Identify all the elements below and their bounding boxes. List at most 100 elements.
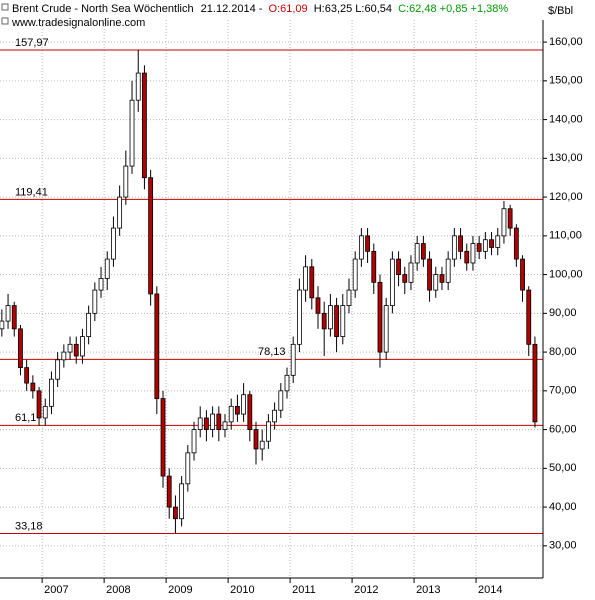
candle-body xyxy=(148,177,154,295)
x-tick-label: 2011 xyxy=(292,584,316,596)
candle-body xyxy=(296,289,302,345)
candle-body xyxy=(179,483,185,520)
x-tick-label: 2009 xyxy=(168,584,192,596)
candle-body xyxy=(259,440,265,450)
candle-body xyxy=(433,274,439,291)
candle-body xyxy=(98,278,104,291)
y-tick-label: 100,00 xyxy=(549,268,583,280)
candle-body xyxy=(222,421,228,430)
candle-body xyxy=(30,382,36,392)
candle-body xyxy=(346,289,352,306)
y-tick-label: 40,00 xyxy=(549,501,577,513)
plot-area xyxy=(0,20,543,578)
candle-body xyxy=(185,452,191,485)
level-label: 157,97 xyxy=(15,37,49,49)
level-label: 61,1 xyxy=(15,412,36,424)
candle-body xyxy=(92,289,98,314)
candle-body xyxy=(284,374,290,392)
y-tick-label: 110,00 xyxy=(549,230,582,242)
chart-title: Brent Crude - North Sea Wöchentlich xyxy=(12,3,194,15)
candle-body xyxy=(166,475,172,508)
x-tick-label: 2007 xyxy=(44,584,68,596)
y-tick-label: 60,00 xyxy=(549,423,577,435)
level-label: 119,41 xyxy=(15,186,48,198)
candle-body xyxy=(464,250,470,264)
candle-body xyxy=(507,208,513,229)
candle-body xyxy=(18,328,23,368)
x-tick-label: 2012 xyxy=(354,584,378,596)
candle-body xyxy=(154,293,160,399)
y-tick-label: 90,00 xyxy=(549,307,577,319)
candle-body xyxy=(117,196,123,229)
candle-body xyxy=(142,72,147,179)
candle-body xyxy=(476,243,482,252)
candle-body xyxy=(377,281,383,353)
candle-body xyxy=(61,351,67,361)
candle-body xyxy=(526,289,532,345)
candle-body xyxy=(340,305,346,337)
candle-body xyxy=(445,258,451,283)
candle-body xyxy=(55,359,61,380)
candle-body xyxy=(458,235,463,252)
candle-body xyxy=(451,235,457,260)
x-tick-label: 2010 xyxy=(230,584,254,596)
candle-body xyxy=(327,305,333,330)
candle-body xyxy=(216,413,222,430)
candle-body xyxy=(420,243,426,260)
y-tick-label: 50,00 xyxy=(549,462,577,474)
candle-body xyxy=(0,320,5,330)
candle-body xyxy=(402,274,408,283)
candle-body xyxy=(42,405,48,419)
level-label: 78,13 xyxy=(258,346,286,358)
candle-body xyxy=(253,429,259,450)
y-tick-label: 160,00 xyxy=(549,36,583,48)
candle-body xyxy=(191,429,197,454)
icon xyxy=(1,17,9,25)
candle-body xyxy=(371,250,377,283)
candle-body xyxy=(365,235,370,252)
candle-body xyxy=(315,297,321,314)
candle-body xyxy=(383,305,389,353)
x-tick-label: 2014 xyxy=(478,584,502,596)
candle-body xyxy=(501,208,507,237)
icon xyxy=(1,3,9,11)
y-tick-label: 120,00 xyxy=(549,191,583,203)
y-tick-label: 140,00 xyxy=(549,113,583,125)
candle-body xyxy=(495,235,501,248)
candle-body xyxy=(49,378,54,407)
candle-body xyxy=(235,405,240,415)
candle-body xyxy=(396,258,401,275)
candle-body xyxy=(272,409,277,423)
y-tick-label: 130,00 xyxy=(549,152,583,164)
candle-body xyxy=(513,227,519,260)
candle-body xyxy=(129,99,135,167)
candle-body xyxy=(352,258,358,291)
candle-body xyxy=(532,343,538,423)
candle-body xyxy=(67,343,73,353)
candle-body xyxy=(290,343,296,376)
header: Brent Crude - North Sea Wöchentlich 21.1… xyxy=(1,3,508,29)
subtitle: www.tradesignalonline.com xyxy=(11,17,145,29)
y-tick-label: 70,00 xyxy=(549,385,577,397)
date: 21.12.2014 - xyxy=(201,3,263,15)
y-axis-label: $/Bbl xyxy=(548,5,573,17)
candle-body xyxy=(173,506,178,520)
candle-body xyxy=(247,394,253,430)
close-label: C:62,48 +0,85 +1,38% xyxy=(398,3,508,15)
candle-body xyxy=(11,305,17,330)
x-tick-label: 2013 xyxy=(416,584,440,596)
candle-body xyxy=(210,413,216,430)
candle-body xyxy=(111,227,116,260)
open-label: O:61,09 xyxy=(269,3,308,15)
candle-body xyxy=(135,72,141,101)
candle-body xyxy=(104,258,110,279)
candle-body xyxy=(24,367,30,384)
candle-body xyxy=(408,262,414,283)
candle-body xyxy=(470,243,476,264)
y-tick-label: 150,00 xyxy=(549,75,583,87)
candle-body xyxy=(482,239,488,252)
candle-body xyxy=(204,417,209,430)
candle-body xyxy=(86,312,92,337)
candle-body xyxy=(334,305,339,337)
